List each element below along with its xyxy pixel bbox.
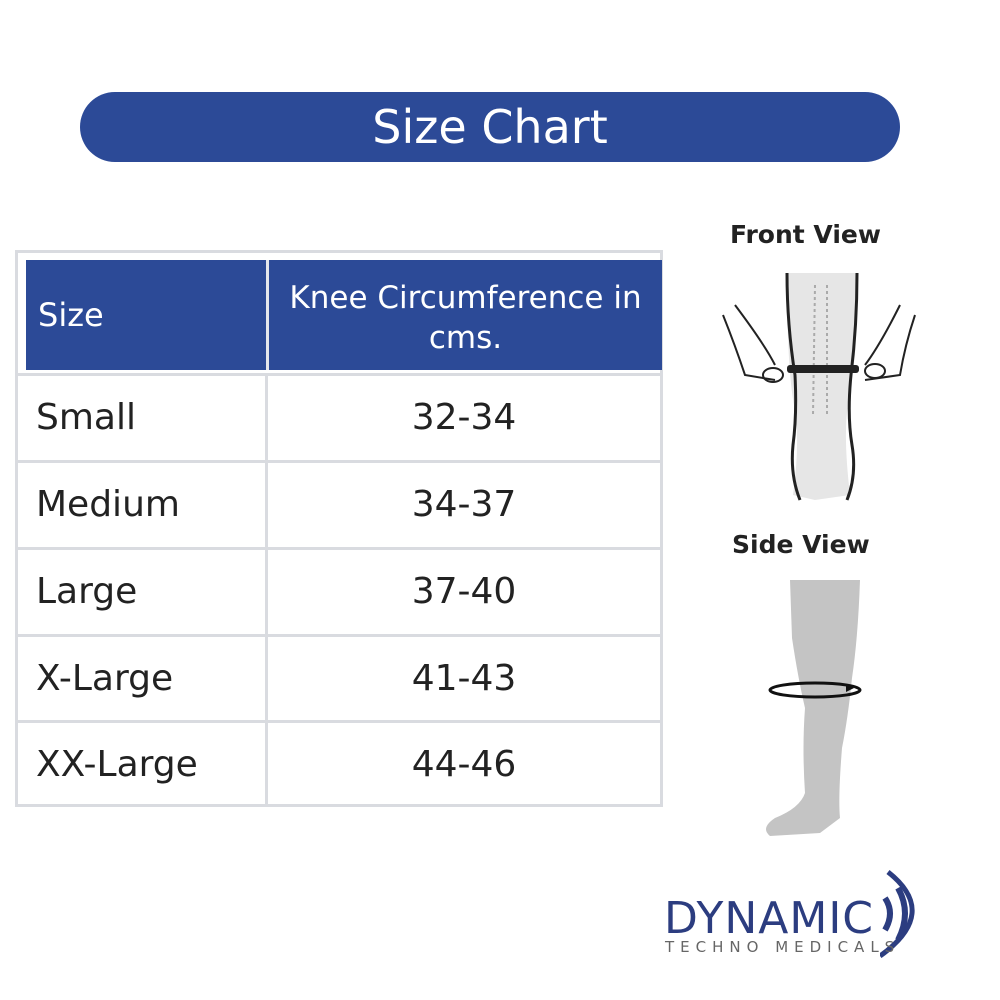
- size-table: Size Knee Circumference in cms. Small 32-…: [15, 250, 663, 807]
- value-cell: 32-34: [411, 397, 517, 438]
- side-view-label: Side View: [732, 530, 870, 559]
- value-cell: 44-46: [411, 744, 517, 785]
- table-row: XX-Large 44-46: [18, 720, 660, 806]
- header-divider: [266, 260, 269, 370]
- table-row: Large 37-40: [18, 547, 660, 633]
- size-cell: Small: [36, 397, 136, 438]
- table-row: X-Large 41-43: [18, 634, 660, 720]
- size-cell: X-Large: [36, 658, 174, 699]
- table-row: Medium 34-37: [18, 460, 660, 546]
- value-cell: 34-37: [411, 484, 517, 525]
- logo-tagline: TECHNO MEDICALS: [665, 938, 901, 956]
- size-cell: XX-Large: [36, 744, 198, 785]
- column-divider: [265, 373, 268, 807]
- side-view-leg-illustration: [766, 580, 862, 836]
- size-cell: Large: [36, 571, 138, 612]
- table-header: Size Knee Circumference in cms.: [26, 260, 662, 370]
- size-cell: Medium: [36, 484, 180, 525]
- table-row: Small 32-34: [18, 373, 660, 459]
- front-view-label: Front View: [730, 220, 881, 249]
- header-size: Size: [38, 296, 104, 334]
- page-title: Size Chart: [80, 92, 900, 162]
- logo-name: DYNAMIC: [664, 893, 875, 944]
- logo-signal-icon: [880, 870, 915, 958]
- value-cell: 37-40: [411, 571, 517, 612]
- header-circumference: Knee Circumference in cms.: [289, 280, 642, 356]
- value-cell: 41-43: [411, 658, 517, 699]
- front-view-knee-illustration: [722, 272, 916, 501]
